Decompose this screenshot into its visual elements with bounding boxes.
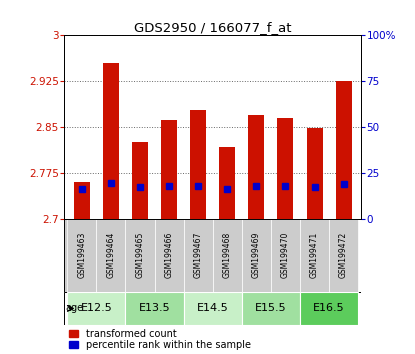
Text: E14.5: E14.5: [197, 303, 229, 313]
Bar: [103, 63, 119, 219]
Text: GSM199467: GSM199467: [194, 232, 203, 279]
Bar: [300, 292, 358, 325]
Text: GSM199464: GSM199464: [106, 232, 115, 279]
Text: GSM199470: GSM199470: [281, 232, 290, 279]
Text: GSM199472: GSM199472: [339, 232, 348, 279]
Legend: transformed count, percentile rank within the sample: transformed count, percentile rank withi…: [69, 329, 251, 350]
Bar: [132, 142, 148, 219]
Text: GSM199468: GSM199468: [223, 232, 232, 279]
Bar: [96, 219, 125, 292]
Bar: [183, 292, 242, 325]
Bar: [154, 219, 183, 292]
Bar: [307, 128, 322, 219]
Bar: [161, 120, 177, 219]
Bar: [125, 292, 183, 325]
Text: GSM199463: GSM199463: [77, 232, 86, 279]
Bar: [125, 219, 154, 292]
Bar: [67, 219, 96, 292]
Bar: [271, 219, 300, 292]
Text: E12.5: E12.5: [81, 303, 112, 313]
Bar: [336, 81, 352, 219]
Text: age: age: [65, 303, 83, 313]
Text: GSM199471: GSM199471: [310, 232, 319, 279]
Text: E13.5: E13.5: [139, 303, 170, 313]
Bar: [219, 147, 235, 219]
Bar: [248, 115, 264, 219]
Text: GSM199466: GSM199466: [165, 232, 173, 279]
Text: GSM199465: GSM199465: [135, 232, 144, 279]
Bar: [277, 118, 293, 219]
Title: GDS2950 / 166077_f_at: GDS2950 / 166077_f_at: [134, 21, 291, 34]
Bar: [242, 219, 271, 292]
Bar: [183, 219, 213, 292]
Bar: [74, 182, 90, 219]
Bar: [190, 110, 206, 219]
Text: E16.5: E16.5: [313, 303, 345, 313]
Bar: [300, 219, 329, 292]
Text: E15.5: E15.5: [255, 303, 287, 313]
Bar: [213, 219, 242, 292]
Bar: [329, 219, 358, 292]
Bar: [67, 292, 125, 325]
Bar: [242, 292, 300, 325]
Text: GSM199469: GSM199469: [252, 232, 261, 279]
